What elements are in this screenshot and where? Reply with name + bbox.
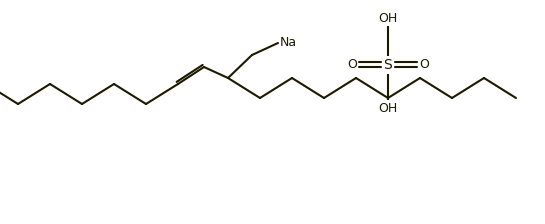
Text: O: O	[347, 58, 357, 71]
Text: OH: OH	[378, 11, 398, 24]
Text: O: O	[419, 58, 429, 71]
Text: OH: OH	[378, 101, 398, 114]
Text: Na: Na	[280, 37, 297, 50]
Text: S: S	[384, 58, 392, 72]
